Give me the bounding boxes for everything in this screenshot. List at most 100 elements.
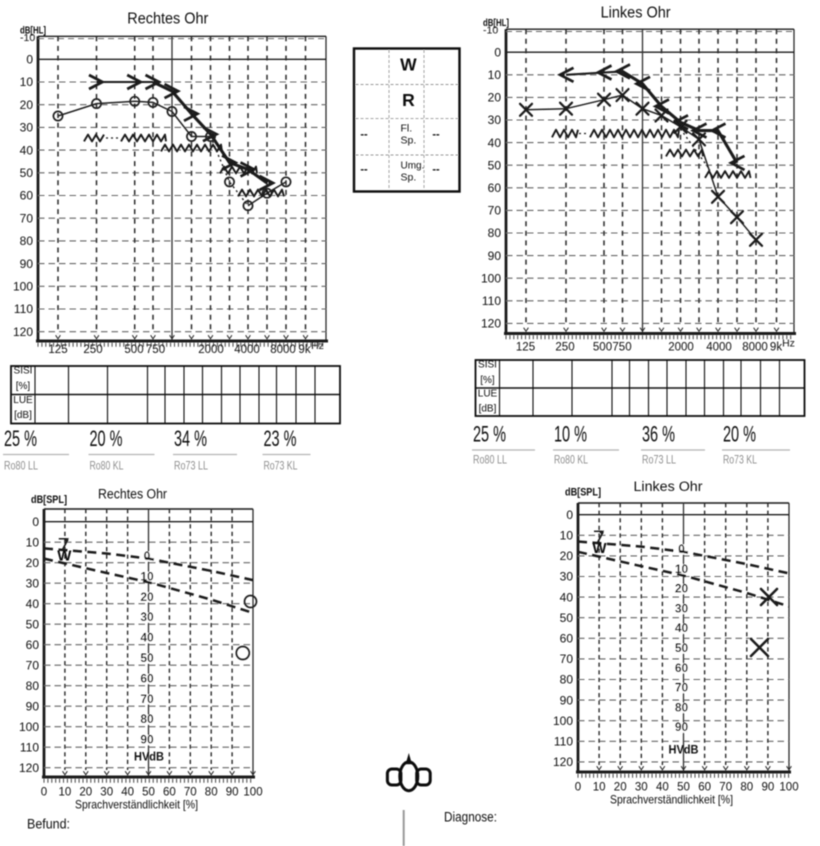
svg-text:10: 10	[593, 782, 606, 794]
svg-text:125: 125	[48, 344, 67, 356]
svg-text:80: 80	[740, 782, 753, 794]
svg-text:10: 10	[20, 75, 34, 89]
svg-text:70: 70	[675, 681, 689, 695]
svg-text:Umg.: Umg.	[401, 161, 425, 172]
svg-text:20: 20	[79, 787, 92, 799]
svg-text:Ro73 KL: Ro73 KL	[723, 455, 757, 467]
svg-text:60: 60	[560, 632, 574, 646]
svg-text:40: 40	[675, 621, 689, 635]
svg-text:30: 30	[20, 121, 34, 135]
svg-text:30: 30	[675, 601, 689, 615]
svg-text:30: 30	[140, 610, 154, 624]
svg-text:10: 10	[560, 529, 574, 543]
svg-text:100: 100	[243, 787, 262, 799]
svg-text:HVdB: HVdB	[669, 745, 699, 757]
svg-text:100: 100	[553, 714, 573, 728]
svg-text:Sp.: Sp.	[401, 135, 417, 147]
svg-text:Sp.: Sp.	[401, 172, 417, 184]
svg-text:10: 10	[59, 787, 72, 799]
svg-text:250: 250	[555, 342, 574, 354]
svg-text:500: 500	[124, 344, 143, 356]
svg-text:60: 60	[163, 787, 176, 799]
svg-text:2000: 2000	[198, 344, 224, 356]
svg-text:LUE: LUE	[13, 395, 33, 406]
svg-text:--: --	[360, 129, 368, 141]
svg-text:20 %: 20 %	[90, 426, 123, 451]
svg-text:dB[SPL]: dB[SPL]	[565, 487, 601, 499]
svg-text:4000: 4000	[234, 344, 260, 356]
svg-text:25 %: 25 %	[473, 422, 506, 447]
svg-text:70: 70	[140, 692, 154, 706]
svg-text:20: 20	[675, 582, 689, 596]
svg-text:0: 0	[575, 782, 581, 794]
svg-text:110: 110	[482, 294, 501, 308]
svg-text:70: 70	[488, 204, 502, 218]
svg-text:120: 120	[553, 755, 573, 769]
svg-text:80: 80	[140, 712, 154, 726]
svg-text:Hz: Hz	[311, 340, 324, 352]
svg-text:50: 50	[675, 641, 689, 655]
svg-text:[dB]: [dB]	[14, 410, 32, 421]
svg-text:10: 10	[488, 68, 502, 82]
svg-text:90: 90	[26, 699, 40, 713]
svg-text:0: 0	[41, 787, 47, 799]
svg-text:30: 30	[635, 782, 648, 794]
svg-text:R: R	[402, 90, 415, 110]
svg-text:40: 40	[560, 590, 574, 604]
svg-text:80: 80	[488, 226, 502, 240]
svg-text:40: 40	[121, 787, 134, 799]
svg-text:110: 110	[20, 740, 39, 754]
svg-text:30: 30	[26, 576, 40, 590]
svg-text:Ro80 KL: Ro80 KL	[90, 461, 124, 473]
svg-text:36 %: 36 %	[642, 422, 675, 447]
svg-text:40: 40	[20, 143, 34, 157]
svg-text:70: 70	[184, 787, 197, 799]
svg-text:100: 100	[481, 271, 501, 285]
svg-text:W: W	[400, 55, 417, 75]
svg-text:110: 110	[14, 302, 33, 316]
svg-text:60: 60	[488, 181, 502, 195]
svg-text:0: 0	[26, 53, 33, 67]
svg-text:HVdB: HVdB	[134, 752, 164, 764]
svg-text:110: 110	[554, 735, 573, 749]
svg-text:[%]: [%]	[480, 375, 495, 386]
svg-text:Ro73 LL: Ro73 LL	[642, 455, 676, 467]
svg-text:60: 60	[140, 671, 154, 685]
svg-text:50: 50	[140, 651, 154, 665]
svg-text:-10: -10	[20, 32, 35, 44]
svg-text:70: 70	[560, 652, 574, 666]
svg-text:[%]: [%]	[16, 381, 31, 392]
svg-text:90: 90	[675, 720, 689, 734]
svg-text:9k: 9k	[770, 342, 782, 354]
svg-text:--: --	[360, 164, 368, 176]
svg-text:2000: 2000	[668, 342, 694, 354]
svg-text:100: 100	[779, 782, 798, 794]
svg-text:10: 10	[26, 535, 40, 549]
svg-text:Sprachverständlichkeit [%]: Sprachverständlichkeit [%]	[610, 793, 733, 807]
svg-text:30: 30	[100, 787, 113, 799]
svg-text:20: 20	[560, 549, 574, 563]
svg-text:70: 70	[20, 211, 34, 225]
svg-text:Ro80 KL: Ro80 KL	[554, 455, 588, 467]
svg-text:dB[SPL]: dB[SPL]	[31, 494, 67, 506]
svg-text:100: 100	[13, 280, 33, 294]
svg-text:0: 0	[494, 45, 501, 59]
svg-text:50: 50	[560, 611, 574, 625]
svg-text:90: 90	[488, 249, 502, 263]
svg-text:Linkes Ohr: Linkes Ohr	[634, 479, 704, 494]
svg-text:Diagnose:: Diagnose:	[444, 810, 497, 825]
svg-text:34 %: 34 %	[174, 426, 207, 451]
svg-text:LUE: LUE	[478, 389, 498, 400]
svg-text:40: 40	[26, 597, 40, 611]
svg-text:50: 50	[142, 787, 155, 799]
svg-text:40: 40	[488, 136, 502, 150]
svg-text:20: 20	[20, 98, 34, 112]
svg-text:Sprachverständlichkeit [%]: Sprachverständlichkeit [%]	[75, 798, 198, 812]
svg-text:60: 60	[698, 782, 711, 794]
svg-text:120: 120	[481, 317, 501, 331]
svg-text:-10: -10	[483, 25, 498, 37]
svg-text:750: 750	[612, 342, 631, 354]
svg-text:20: 20	[488, 91, 502, 105]
svg-text:20: 20	[614, 782, 627, 794]
svg-text:20: 20	[140, 590, 154, 604]
